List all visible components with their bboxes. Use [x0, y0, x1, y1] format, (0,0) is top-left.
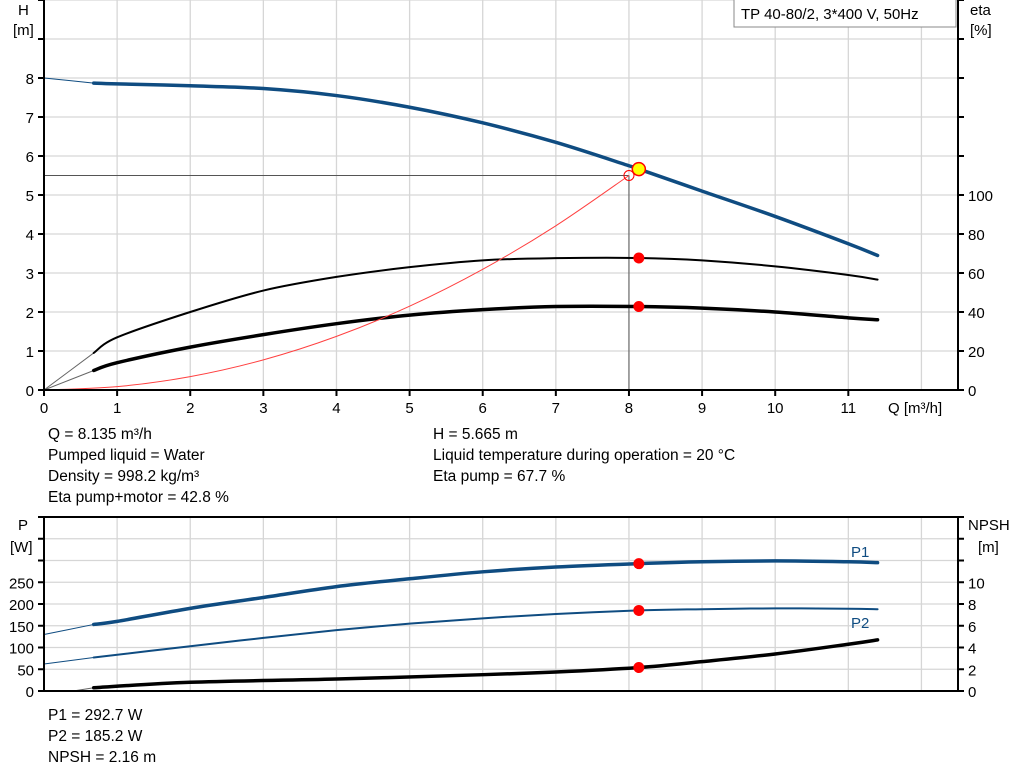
y-tick-label-npsh: 0: [968, 684, 976, 701]
P1-extension-line: [43, 623, 94, 635]
info-liquid: Pumped liquid = Water: [48, 447, 205, 464]
y-axis-unit-p: [W]: [10, 539, 33, 556]
P1-curve: [91, 559, 880, 627]
y-tick-label-npsh: 8: [968, 597, 976, 614]
H-curve: [91, 81, 880, 258]
y-axis-unit-h: [m]: [13, 22, 34, 39]
y-tick-label-npsh: 2: [968, 662, 976, 679]
y-tick-label-eta: 40: [968, 305, 985, 322]
bottom-grid: [44, 516, 958, 691]
x-tick-label: 9: [698, 400, 706, 417]
x-tick-label: 4: [332, 400, 340, 417]
axes: [38, 0, 964, 692]
y-tick-label-eta: 0: [968, 383, 976, 400]
info-flow: Q = 8.135 m³/h: [48, 426, 152, 443]
y-tick-label-eta: 100: [968, 188, 993, 205]
P2-extension-line: [43, 657, 94, 665]
y-tick-label-p: 50: [17, 662, 34, 679]
npsh-point: [633, 662, 645, 674]
x-tick-label: 0: [40, 400, 48, 417]
chart-title: TP 40-80/2, 3*400 V, 50Hz: [741, 6, 919, 23]
system_curve-curve: [43, 175, 630, 391]
y-axis-label-npsh: NPSH: [968, 517, 1010, 534]
y-tick-label-h: 6: [26, 149, 34, 166]
y-tick-label-eta: 80: [968, 227, 985, 244]
x-tick-label: 8: [625, 400, 633, 417]
info-density: Density = 998.2 kg/m³: [48, 468, 199, 485]
P2-curve: [92, 607, 879, 659]
y-axis-label-eta: eta: [970, 2, 992, 19]
series-label-p1: P1: [851, 544, 869, 561]
y-tick-label-h: 2: [26, 305, 34, 322]
y-tick-label-h: 7: [26, 110, 34, 127]
y-tick-label-p: 200: [9, 597, 34, 614]
tick-labels: 0 1 2 3 4 5 6 7 8 9 10 1101234567802040608010005010…: [9, 71, 993, 701]
y-tick-label-eta: 60: [968, 266, 985, 283]
info-head: H = 5.665 m: [433, 426, 518, 443]
series-label-p2: P2: [851, 615, 869, 632]
y-tick-label-p: 100: [9, 641, 34, 658]
eta_pump_motor-curve: [91, 304, 880, 373]
top-grid: [44, 0, 958, 390]
duty-point: [631, 161, 647, 177]
x-tick-label: 2: [186, 400, 194, 417]
x-tick-label: 6: [479, 400, 487, 417]
legend-box: [733, 0, 957, 28]
y-tick-label-h: 1: [26, 344, 34, 361]
y-tick-label-h: 8: [26, 71, 34, 88]
curves: [43, 77, 880, 692]
y-tick-label-npsh: 6: [968, 619, 976, 636]
y-axis-label-h: H: [18, 2, 29, 19]
info-p1: P1 = 292.7 W: [48, 707, 143, 724]
x-tick-label: 11: [841, 400, 857, 417]
eta_pump-extension-line: [43, 352, 95, 391]
y-axis-unit-eta: [%]: [970, 22, 992, 39]
y-tick-label-npsh: 4: [968, 641, 976, 658]
x-tick-label: 1: [113, 400, 121, 417]
y-axis-unit-npsh: [m]: [978, 539, 999, 556]
info-npsh: NPSH = 2.16 m: [48, 749, 156, 766]
eta-pump-motor-point: [633, 301, 645, 313]
y-tick-label-h: 4: [26, 227, 34, 244]
info-eta-pump-motor: Eta pump+motor = 42.8 %: [48, 489, 229, 506]
x-axis-label: Q [m³/h]: [888, 400, 942, 417]
y-tick-label-p: 150: [9, 619, 34, 636]
required-point: [623, 170, 635, 181]
NPSH-curve: [91, 638, 880, 690]
y-tick-label-p: 250: [9, 575, 34, 592]
y-tick-label-h: 5: [26, 188, 34, 205]
eta-pump-point: [633, 252, 645, 264]
y-tick-label-h: 3: [26, 266, 34, 283]
eta_pump_motor-extension-line: [43, 370, 94, 391]
y-tick-label-h: 0: [26, 383, 34, 400]
x-tick-label: 7: [552, 400, 560, 417]
y-tick-label-eta: 20: [968, 344, 985, 361]
H-extension-line: [43, 77, 94, 84]
info-p2: P2 = 185.2 W: [48, 728, 143, 745]
info-eta-pump: Eta pump = 67.7 %: [433, 468, 565, 485]
x-tick-label: 3: [259, 400, 267, 417]
info-temperature: Liquid temperature during operation = 20…: [433, 447, 735, 464]
y-tick-label-p: 0: [26, 684, 34, 701]
x-tick-label: 5: [405, 400, 413, 417]
y-axis-label-p: P: [18, 517, 28, 534]
p2-point: [633, 604, 645, 616]
x-tick-label: 10: [767, 400, 784, 417]
p1-point: [633, 558, 645, 570]
eta_pump-curve: [92, 256, 879, 354]
y-tick-label-npsh: 10: [968, 575, 985, 592]
